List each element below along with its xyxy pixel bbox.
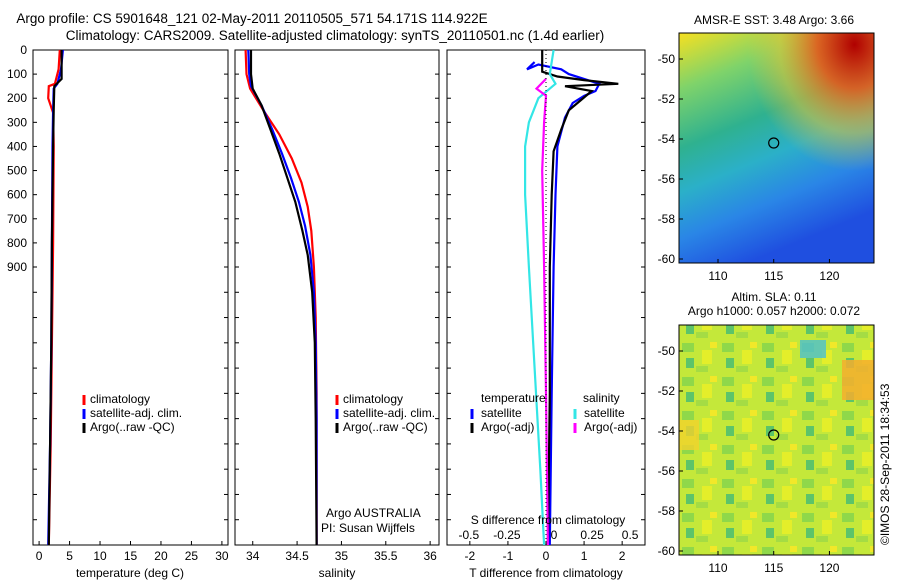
map-y-tick-label: -52	[658, 384, 676, 398]
legend-label: satellite	[481, 406, 522, 420]
depth-tick-label: 0	[20, 43, 27, 57]
figure-title-line2: Climatology: CARS2009. Satellite-adjuste…	[66, 28, 605, 43]
sla-map-title-1: Altim. SLA: 0.11	[731, 290, 816, 304]
map-y-tick-label: -60	[658, 544, 676, 558]
map-x-tick-label: 115	[764, 269, 783, 283]
x-tick-label: 35.5	[374, 549, 398, 563]
sst-map-title: AMSR-E SST: 3.48 Argo: 3.66	[694, 13, 854, 27]
difference-top-label: S difference from climatology	[471, 513, 626, 527]
sla-map-title-2: Argo h1000: 0.057 h2000: 0.072	[688, 304, 860, 318]
map-y-tick-label: -50	[658, 52, 676, 66]
x-tick-label: -2	[465, 549, 476, 563]
x-tick-label: 5	[66, 549, 73, 563]
sst-map-axes: -50 -52 -54 -56 -58 -60 110 115 120	[658, 52, 840, 283]
series-line-black	[249, 50, 318, 546]
map-y-tick-label: -56	[658, 464, 676, 478]
figure-title-line1: Argo profile: CS 5901648_121 02-May-2011…	[16, 11, 487, 26]
depth-tick-label: 600	[7, 188, 27, 202]
map-y-tick-label: -60	[658, 252, 676, 266]
series-line-black	[541, 50, 619, 546]
map-x-tick-label: 110	[708, 269, 727, 283]
depth-tick-label: 400	[7, 139, 27, 153]
map-x-tick-label: 115	[764, 561, 783, 575]
depth-tick-label: 700	[7, 212, 27, 226]
s-tick-label: 0.5	[622, 528, 639, 542]
depth-tick-label: 300	[7, 115, 27, 129]
map-y-tick-label: -54	[658, 424, 676, 438]
legend-label: satellite-adj. clim.	[343, 406, 435, 420]
depth-tick-label: 900	[7, 260, 27, 274]
x-tick-label: 2	[619, 549, 626, 563]
x-tick-label: 34	[246, 549, 260, 563]
map-y-tick-label: -54	[658, 132, 676, 146]
legend-label: climatology	[343, 392, 403, 406]
x-tick-label: 1	[581, 549, 588, 563]
map-y-tick-label: -50	[658, 344, 676, 358]
depth-tick-label: 500	[7, 164, 27, 178]
temperature-xlabel: temperature (deg C)	[76, 566, 184, 580]
legend-label: satellite	[584, 406, 625, 420]
map-x-tick-label: 120	[819, 269, 839, 283]
salinity-plot: 34 34.5 35 35.5 36 climatologysatellite-adj. …	[235, 49, 439, 563]
sst-map	[678, 32, 875, 264]
salinity-axes	[234, 49, 440, 546]
credit-line1: Argo AUSTRALIA	[326, 506, 421, 520]
argo-position-marker	[768, 429, 780, 441]
x-tick-label: 0	[543, 549, 550, 563]
x-tick-label: 20	[154, 549, 168, 563]
legend-label: Argo(-adj)	[481, 420, 534, 434]
difference-xlabel: T difference from climatology	[469, 566, 623, 580]
x-tick-label: 34.5	[285, 549, 309, 563]
s-tick-label: 0.25	[580, 528, 604, 542]
x-tick-label: 30	[215, 549, 229, 563]
sla-map-axes: -50 -52 -54 -56 -58 -60 110 115 120	[658, 344, 840, 575]
timestamp-stamp: ©IMOS 28-Sep-2011 18:34:53	[878, 383, 892, 545]
map-x-tick-label: 120	[819, 561, 839, 575]
credit-line2: PI: Susan Wijffels	[321, 521, 415, 535]
map-x-tick-label: 110	[708, 561, 727, 575]
legend-label: climatology	[90, 392, 150, 406]
s-tick-label: -0.5	[459, 528, 480, 542]
x-tick-label: -1	[503, 549, 514, 563]
series-line-magenta	[534, 78, 549, 546]
legend-label: Argo(..raw -QC)	[90, 420, 175, 434]
temperature-axes	[32, 49, 229, 546]
legend-label: satellite-adj. clim.	[90, 406, 182, 420]
difference-plot: -2 -1 0 1 2 -0.5 -0.25 0 0.25 0.5 temperature salin…	[447, 49, 645, 563]
legend-label: Argo(-adj)	[584, 420, 637, 434]
s-tick-label: 0	[551, 528, 558, 542]
x-tick-label: 36	[423, 549, 437, 563]
map-y-tick-label: -52	[658, 92, 676, 106]
x-tick-label: 15	[124, 549, 138, 563]
depth-tick-label: 800	[7, 236, 27, 250]
legend-title-temperature: temperature	[481, 391, 546, 405]
x-tick-label: 25	[185, 549, 199, 563]
depth-tick-labels: 0 100 200 300 400 500 600 700 800 900	[7, 43, 27, 274]
legend-title-salinity: salinity	[583, 391, 620, 405]
salinity-xlabel: salinity	[319, 566, 356, 580]
sla-map	[678, 324, 875, 556]
series-line-black	[47, 50, 63, 546]
legend-label: Argo(..raw -QC)	[343, 420, 428, 434]
x-tick-label: 0	[36, 549, 43, 563]
argo-position-marker	[768, 137, 780, 149]
depth-tick-label: 200	[7, 91, 27, 105]
map-y-tick-label: -58	[658, 212, 676, 226]
s-tick-label: -0.25	[493, 528, 521, 542]
x-tick-label: 35	[335, 549, 349, 563]
map-y-tick-label: -58	[658, 504, 676, 518]
x-tick-label: 10	[93, 549, 107, 563]
series-line-cyan	[523, 49, 557, 546]
depth-tick-label: 100	[7, 67, 27, 81]
map-y-tick-label: -56	[658, 172, 676, 186]
